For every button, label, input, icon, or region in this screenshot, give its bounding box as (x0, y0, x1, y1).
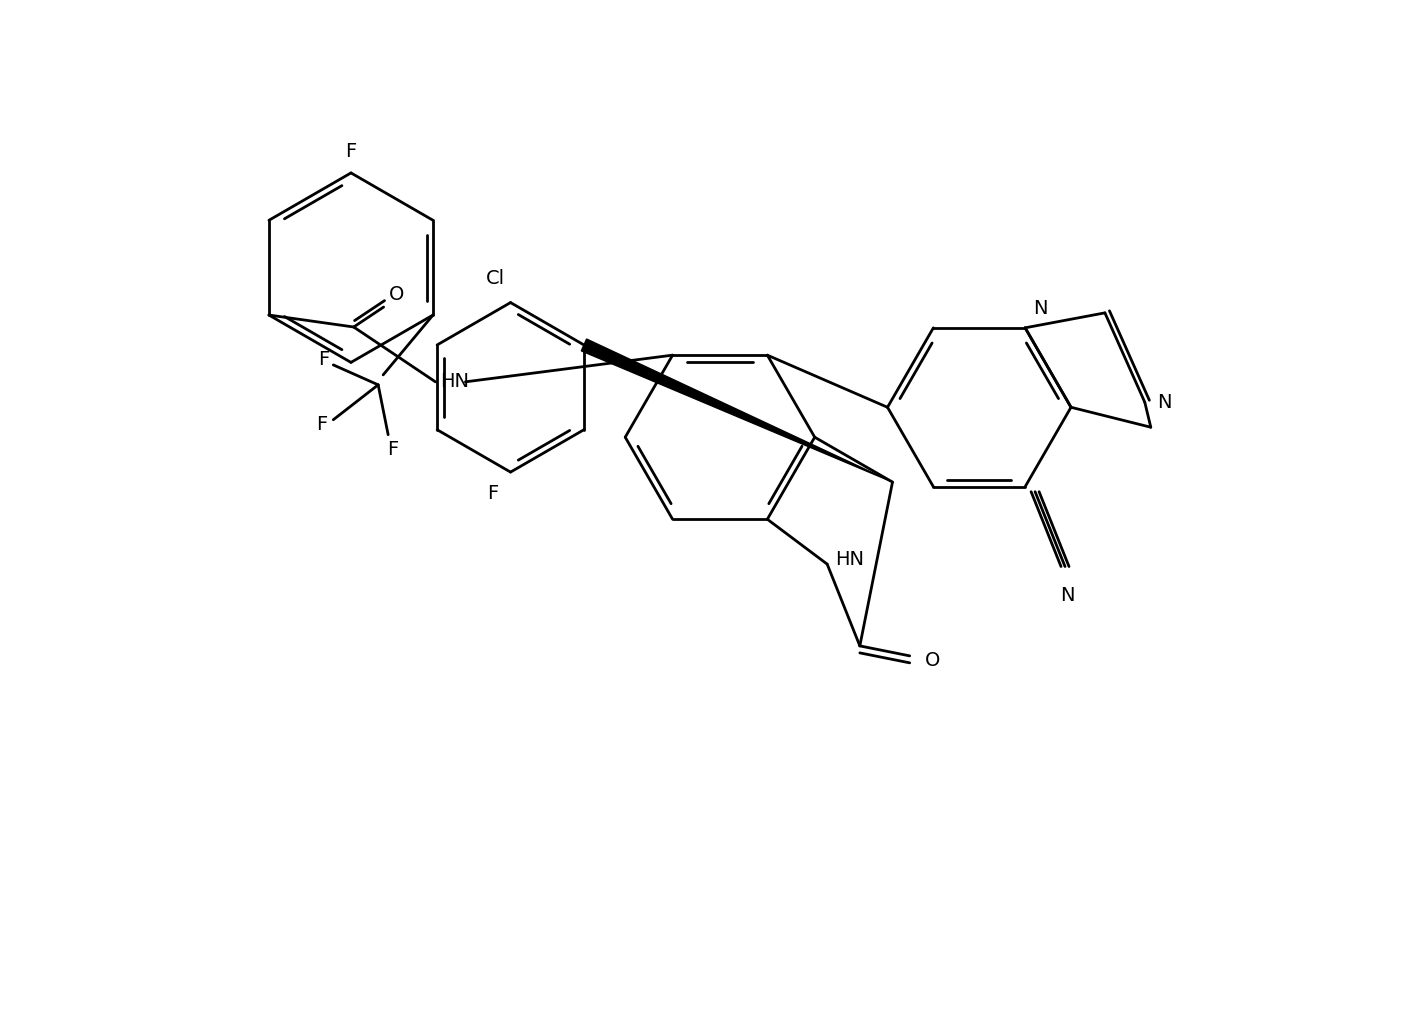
Text: O: O (924, 651, 940, 670)
Polygon shape (582, 339, 893, 482)
Text: HN: HN (835, 549, 865, 569)
Text: O: O (389, 285, 405, 304)
Text: N: N (1157, 393, 1172, 412)
Text: Cl: Cl (485, 268, 505, 288)
Text: HN: HN (440, 372, 470, 392)
Text: N: N (1033, 299, 1047, 318)
Text: F: F (316, 415, 327, 434)
Text: F: F (345, 142, 357, 161)
Text: F: F (487, 484, 498, 503)
Text: N: N (1060, 587, 1074, 605)
Text: F: F (388, 440, 399, 459)
Text: F: F (318, 351, 328, 369)
